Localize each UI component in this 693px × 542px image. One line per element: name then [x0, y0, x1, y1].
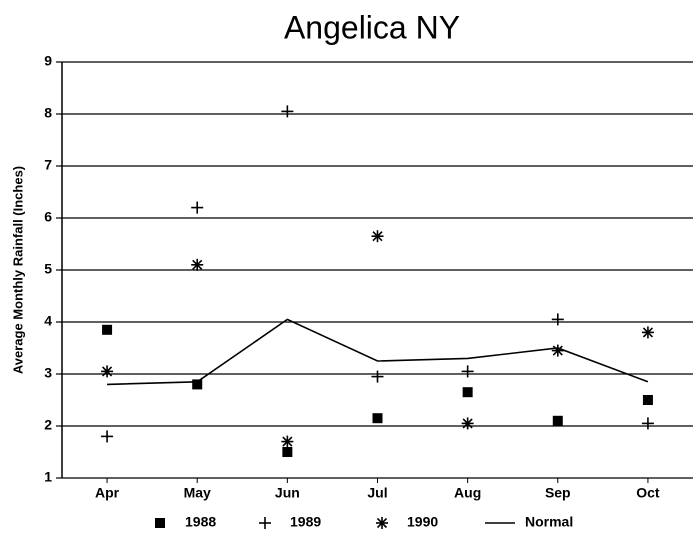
y-tick-label: 4 [44, 313, 52, 329]
data-point-stroke [192, 259, 203, 270]
y-tick-label: 6 [44, 209, 52, 225]
chart-title: Angelica NY [284, 9, 460, 45]
data-point [462, 387, 473, 398]
legend-swatch-stroke [376, 517, 388, 529]
x-tick-label: Jul [367, 485, 387, 501]
data-point [371, 370, 384, 383]
x-tick-label: Oct [636, 485, 660, 501]
legend-swatch [259, 517, 271, 529]
data-point [642, 395, 653, 405]
x-tick-label: Sep [545, 485, 571, 501]
data-point [282, 447, 293, 457]
data-point [551, 313, 564, 326]
data-point-stroke [552, 345, 563, 356]
data-point-stroke [462, 418, 473, 429]
data-point-stroke [642, 327, 653, 338]
x-tick-label: Jun [275, 485, 300, 501]
data-point [281, 105, 294, 118]
legend-swatch [376, 517, 388, 529]
legend-label: 1988 [185, 514, 216, 530]
data-point-stroke [372, 231, 383, 242]
data-point [372, 413, 383, 424]
legend-label: 1990 [407, 514, 438, 530]
data-point [281, 435, 294, 448]
legend-label: Normal [525, 514, 573, 530]
data-point-stroke [102, 366, 113, 377]
data-point [371, 230, 384, 243]
legend-label: 1989 [290, 514, 321, 530]
data-point [641, 417, 654, 430]
data-point [461, 365, 474, 378]
data-point [192, 379, 203, 390]
x-tick-label: Aug [454, 485, 481, 501]
data-point [191, 201, 204, 214]
data-point-stroke [282, 436, 293, 447]
y-axis-label: Average Monthly Rainfall (Inches) [10, 166, 25, 374]
data-point [461, 417, 474, 430]
data-point [641, 326, 654, 339]
y-tick-label: 8 [44, 105, 52, 121]
data-point [102, 324, 113, 335]
y-tick-label: 1 [44, 469, 52, 485]
x-tick-label: Apr [95, 485, 120, 501]
data-point [101, 430, 114, 443]
x-tick-label: May [184, 485, 211, 501]
y-tick-label: 9 [44, 53, 52, 69]
data-point [191, 258, 204, 271]
y-tick-label: 3 [44, 365, 52, 381]
legend-swatch [155, 518, 165, 528]
data-point [101, 365, 114, 378]
series-line [107, 318, 649, 386]
y-tick-label: 7 [44, 157, 52, 173]
y-tick-label: 5 [44, 261, 52, 277]
data-point [552, 415, 563, 426]
data-point [551, 344, 564, 357]
y-tick-label: 2 [44, 417, 52, 433]
